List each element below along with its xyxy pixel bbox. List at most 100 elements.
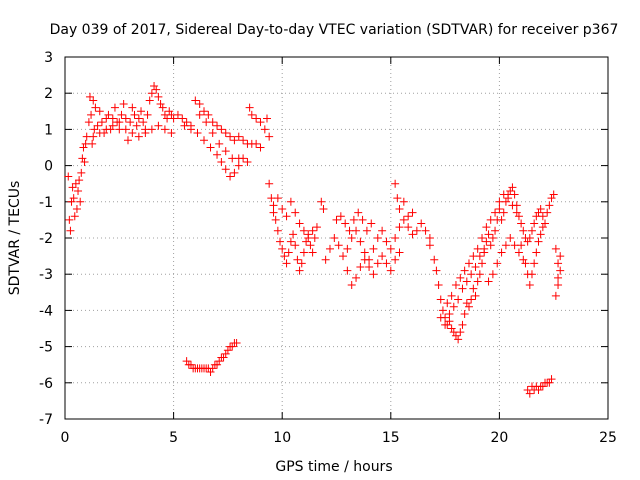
- data-point: [491, 208, 500, 217]
- data-point: [508, 201, 517, 210]
- x-tick-label: 25: [599, 430, 617, 446]
- data-point: [247, 110, 256, 119]
- y-axis-label: SDTVAR / TECUs: [7, 181, 23, 296]
- data-point: [399, 215, 408, 224]
- data-point: [64, 172, 73, 181]
- data-point: [89, 132, 98, 141]
- data-point: [312, 223, 321, 232]
- data-point: [373, 234, 382, 242]
- data-point: [71, 179, 80, 188]
- y-tick-label: -7: [39, 412, 53, 428]
- data-point: [293, 255, 302, 264]
- data-point: [341, 219, 350, 228]
- data-point: [234, 154, 243, 163]
- data-point: [532, 248, 541, 257]
- data-point: [399, 197, 408, 206]
- data-point: [484, 230, 493, 239]
- x-tick-label: 0: [61, 430, 70, 446]
- data-point: [445, 317, 454, 326]
- data-point: [134, 132, 143, 141]
- data-point: [373, 259, 382, 268]
- data-point: [469, 252, 478, 261]
- data-point: [137, 107, 146, 116]
- data-point: [417, 219, 426, 228]
- data-point: [530, 259, 539, 268]
- data-point: [454, 335, 463, 344]
- data-point: [130, 110, 139, 119]
- data-point: [330, 234, 339, 242]
- data-point: [121, 114, 130, 123]
- data-point: [336, 212, 345, 221]
- data-point: [221, 165, 230, 174]
- data-point: [538, 223, 547, 232]
- data-point: [306, 241, 315, 250]
- data-point: [519, 226, 528, 235]
- data-point: [295, 266, 304, 275]
- x-tick-label: 15: [382, 430, 400, 446]
- data-point: [200, 136, 209, 145]
- data-point: [80, 157, 89, 166]
- data-point: [208, 129, 217, 138]
- data-point: [186, 125, 195, 134]
- data-point: [497, 248, 506, 257]
- data-point: [139, 118, 148, 127]
- data-point: [347, 281, 356, 290]
- data-point: [74, 186, 83, 195]
- data-point: [178, 114, 187, 123]
- data-point: [180, 121, 189, 130]
- y-tick-label: 0: [44, 159, 53, 175]
- y-tick-label: 2: [44, 86, 53, 102]
- data-point: [230, 168, 239, 177]
- data-point: [356, 237, 365, 246]
- data-point: [527, 270, 536, 279]
- data-point: [65, 215, 74, 224]
- grid: [65, 57, 608, 419]
- data-point: [304, 234, 313, 242]
- data-point: [200, 107, 209, 116]
- data-point: [556, 252, 565, 261]
- data-point: [486, 241, 495, 250]
- data-point: [325, 244, 334, 253]
- data-point: [158, 103, 167, 112]
- data-point: [517, 241, 526, 250]
- data-point: [191, 96, 200, 105]
- data-point: [152, 85, 161, 94]
- data-point: [147, 89, 156, 98]
- data-point: [514, 248, 523, 257]
- data-point: [286, 237, 295, 246]
- data-point: [395, 248, 404, 257]
- data-point: [117, 110, 126, 119]
- data-point: [239, 136, 248, 145]
- data-point: [536, 230, 545, 239]
- data-point: [436, 313, 445, 322]
- data-point: [217, 125, 226, 134]
- data-point: [478, 259, 487, 268]
- data-point: [471, 291, 480, 300]
- data-point: [226, 132, 235, 141]
- chart-title: Day 039 of 2017, Sidereal Day-to-day VTE…: [50, 22, 619, 38]
- data-point: [534, 237, 543, 246]
- data-point: [404, 223, 413, 232]
- data-point: [69, 194, 78, 203]
- data-point: [84, 118, 93, 127]
- data-point: [128, 129, 137, 138]
- y-tick-label: 1: [44, 122, 53, 138]
- data-point: [404, 212, 413, 221]
- y-tick-label: -6: [39, 376, 53, 392]
- data-point: [501, 241, 510, 250]
- data-point: [508, 183, 517, 192]
- data-point: [173, 110, 182, 119]
- data-point: [230, 136, 239, 145]
- data-point: [256, 143, 265, 152]
- data-point: [554, 259, 563, 268]
- data-point: [499, 208, 508, 217]
- data-point: [449, 302, 458, 311]
- data-point: [68, 183, 77, 192]
- data-point: [70, 212, 79, 221]
- data-point: [262, 114, 271, 123]
- data-point: [119, 100, 128, 109]
- data-point: [443, 299, 452, 308]
- data-point: [345, 226, 354, 235]
